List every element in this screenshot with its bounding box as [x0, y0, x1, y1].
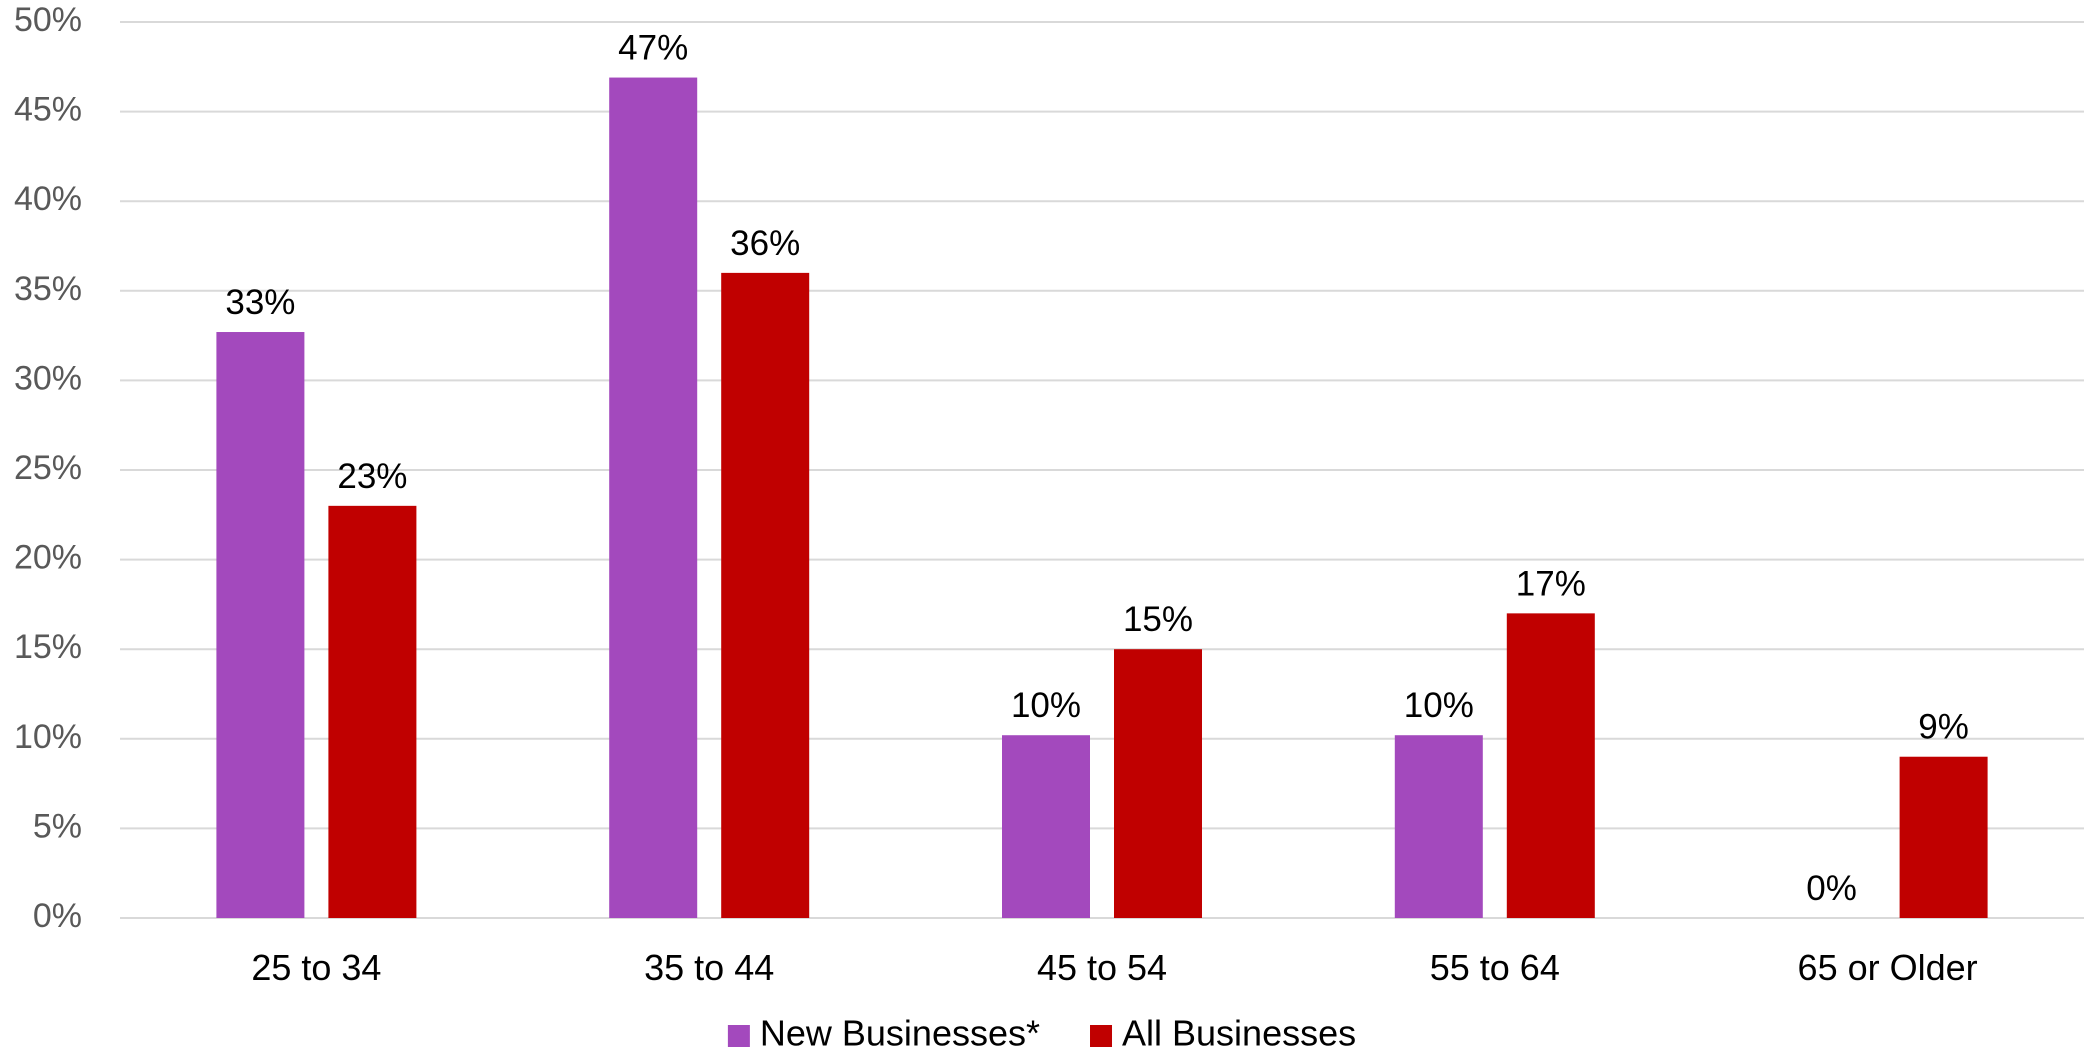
- legend-label: All Businesses: [1122, 1013, 1356, 1053]
- data-label: 0%: [1806, 869, 1857, 908]
- data-label: 36%: [730, 224, 800, 263]
- y-tick-label: 35%: [14, 270, 82, 308]
- legend-item: New Businesses*: [727, 1013, 1040, 1053]
- x-axis-categories: 25 to 34 35 to 44 45 to 54 55 to 64 65 or Ol…: [251, 947, 1977, 988]
- legend-swatch: [727, 1025, 750, 1047]
- bars: [216, 77, 1988, 918]
- legend-item: All Businesses: [1090, 1013, 1356, 1053]
- y-tick-label: 50%: [14, 1, 82, 39]
- y-tick-label: 45%: [14, 91, 82, 129]
- data-label: 33%: [225, 283, 295, 322]
- y-tick-label: 40%: [14, 180, 82, 218]
- bar: [721, 272, 810, 918]
- x-category-label: 45 to 54: [1037, 947, 1167, 988]
- y-tick-label: 0%: [33, 897, 82, 935]
- legend: New Businesses* All Businesses: [727, 1013, 1356, 1053]
- bar: [1899, 756, 1988, 918]
- bar: [1002, 735, 1090, 918]
- data-labels: 33% 23% 47% 36% 10% 15% 10% 17% 0% 9%: [225, 29, 1969, 908]
- data-label: 10%: [1011, 686, 1081, 725]
- data-label: 15%: [1123, 600, 1193, 639]
- y-axis-ticks: 0% 5% 10% 15% 20% 25% 30% 35% 40% 45% 50%: [14, 1, 82, 935]
- data-label: 17%: [1516, 564, 1586, 603]
- x-category-label: 35 to 44: [644, 947, 774, 988]
- y-tick-label: 15%: [14, 628, 82, 666]
- data-label: 47%: [618, 29, 688, 68]
- y-tick-label: 20%: [14, 539, 82, 577]
- x-category-label: 55 to 64: [1430, 947, 1560, 988]
- bar: [216, 332, 305, 918]
- data-label: 9%: [1918, 708, 1969, 747]
- gridlines: [120, 21, 2084, 919]
- x-category-label: 65 or Older: [1798, 947, 1978, 988]
- y-tick-label: 10%: [14, 718, 82, 756]
- y-tick-label: 25%: [14, 449, 82, 487]
- x-category-label: 25 to 34: [251, 947, 381, 988]
- data-label: 23%: [337, 457, 407, 496]
- legend-label: New Businesses*: [760, 1013, 1040, 1053]
- y-tick-label: 30%: [14, 359, 82, 397]
- data-label: 10%: [1404, 686, 1474, 725]
- bar: [1114, 649, 1202, 918]
- legend-swatch: [1090, 1025, 1113, 1047]
- bar: [609, 77, 698, 918]
- bar: [1506, 613, 1595, 918]
- bar: [1394, 735, 1483, 918]
- y-tick-label: 5%: [33, 807, 82, 845]
- bar: [328, 505, 417, 918]
